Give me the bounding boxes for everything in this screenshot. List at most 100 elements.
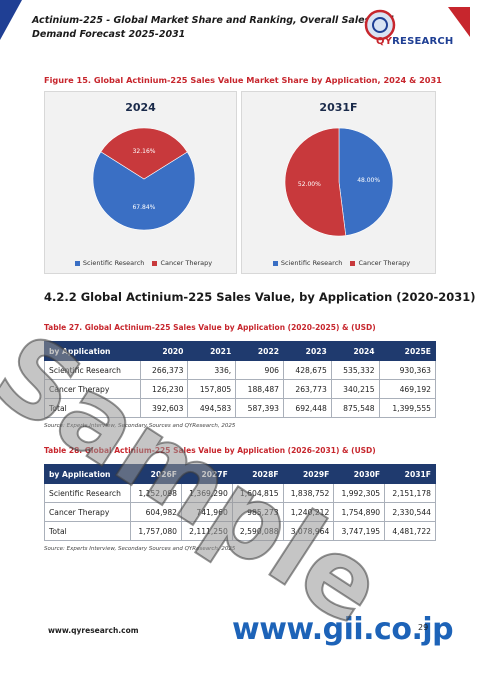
table-row: Total 1,757,080 2,111,250 2,590,088 3,078,96… [43, 521, 436, 541]
pie-title-2031: 2031F [319, 101, 358, 114]
pie-panel-2031: 2031F 48.00% 52.00% Scientific Research C… [241, 91, 436, 274]
table-row: Total 392,603 494,583 587,393 692,448 875,548… [44, 398, 437, 418]
pie-slice-scientific-research [338, 127, 394, 236]
logo-text: QYRESEARCH [376, 36, 453, 47]
table-cell: 1,992,305 [333, 483, 386, 503]
logo-text-prefix: QY [376, 36, 393, 47]
table-row: Scientific Research 1,152,098 1,369,290 1,6… [43, 483, 436, 503]
pie-legend-2024: Scientific Research Cancer Therapy [45, 259, 236, 267]
table-cell: 604,982 [130, 502, 182, 522]
legend-label-scientific: Scientific Research [280, 259, 343, 267]
table-cell: 1,399,555 [378, 398, 437, 418]
table28: by Application 2026F 2027F 2028F 2029F 2030F 2… [43, 464, 436, 541]
row-label: Scientific Research [43, 483, 132, 503]
pie-data-label: 48.00% [357, 177, 380, 184]
table-cell: 4,481,722 [384, 521, 436, 541]
column-header: 2027F [181, 464, 233, 484]
table-cell: 1,152,098 [130, 483, 182, 503]
table-cell: 2,330,544 [384, 502, 436, 522]
gii-watermark: www.gii.co.jp [232, 612, 454, 647]
column-header: 2031F [384, 464, 436, 484]
table-cell: 692,448 [283, 398, 332, 418]
table-cell: 266,373 [139, 360, 189, 380]
table-cell: 3,078,964 [282, 521, 335, 541]
table-cell: 2,151,178 [384, 483, 436, 503]
table-cell: 2,111,250 [181, 521, 233, 541]
footer-website[interactable]: www.qyresearch.com [48, 626, 139, 635]
table-row: Cancer Therapy 604,982 741,960 985,273 1,240… [43, 502, 436, 522]
pie-chart-2031: 48.00% 52.00% [284, 127, 394, 237]
pie-data-label: 32.16% [133, 148, 156, 155]
table-cell: 1,604,815 [231, 483, 284, 503]
pie-slice-cancer-therapy [100, 127, 188, 180]
table-cell: 188,487 [235, 379, 285, 399]
column-header: 2022 [235, 341, 285, 361]
table-row: Scientific Research 266,373 336, 906 428,675… [44, 360, 437, 380]
column-header: 2023 [283, 341, 332, 361]
pie-data-label: 52.00% [298, 181, 321, 188]
legend-label-scientific: Scientific Research [82, 259, 145, 267]
table-cell: 1,754,890 [333, 502, 386, 522]
column-header: 2030F [333, 464, 386, 484]
pie-title-2024: 2024 [125, 101, 156, 114]
document-title: Actinium-225 - Global Market Share and R… [32, 14, 394, 42]
logo-text-suffix: RESEARCH [392, 36, 454, 47]
table-cell: 157,805 [187, 379, 237, 399]
column-header: 2026F [130, 464, 182, 484]
column-header: 2021 [187, 341, 237, 361]
legend-swatch-cancer [152, 260, 158, 266]
table-cell: 469,192 [378, 379, 437, 399]
row-label: Total [43, 521, 132, 541]
column-header: 2025E [378, 341, 437, 361]
table-cell: 906 [235, 360, 285, 380]
page-number: 29 [418, 623, 429, 632]
legend-swatch-cancer [350, 260, 356, 266]
pie-chart-2024: 67.84% 32.16% [92, 127, 196, 231]
legend-swatch-scientific [74, 260, 80, 266]
row-label: Scientific Research [44, 360, 141, 380]
table-cell: 2,590,088 [231, 521, 284, 541]
table27-source: Source: Experts Interview, Secondary Sou… [44, 423, 236, 429]
table-cell: 428,675 [283, 360, 332, 380]
column-header: 2028F [231, 464, 284, 484]
table27: by Application 2020 2021 2022 2023 2024 2025E S… [44, 341, 437, 418]
column-header: by Application [44, 341, 141, 361]
title-line-1: Actinium-225 - Global Market Share and R… [32, 15, 394, 26]
figure-caption: Figure 15. Global Actinium-225 Sales Val… [44, 75, 442, 85]
table-cell: 336, [187, 360, 237, 380]
table-cell: 126,230 [139, 379, 189, 399]
table28-caption: Table 28. Global Actinium-225 Sales Valu… [44, 446, 376, 455]
legend-label-cancer: Cancer Therapy [160, 259, 213, 267]
pie-legend-2031: Scientific Research Cancer Therapy [242, 259, 435, 267]
column-header: 2029F [282, 464, 335, 484]
qyresearch-logo [364, 7, 470, 41]
table28-source: Source: Experts Interview, Secondary Sou… [44, 546, 236, 552]
column-header: 2024 [330, 341, 380, 361]
table-cell: 587,393 [235, 398, 285, 418]
table-cell: 1,369,290 [181, 483, 233, 503]
corner-accent [0, 0, 22, 40]
title-line-2: Demand Forecast 2025-2031 [32, 29, 186, 40]
table-cell: 875,548 [330, 398, 380, 418]
table-cell: 340,215 [330, 379, 380, 399]
table-cell: 1,838,752 [282, 483, 335, 503]
row-label: Cancer Therapy [44, 379, 141, 399]
table-cell: 3,747,195 [333, 521, 386, 541]
table-cell: 392,603 [139, 398, 189, 418]
row-label: Cancer Therapy [43, 502, 132, 522]
table-cell: 535,332 [330, 360, 380, 380]
table-cell: 263,773 [283, 379, 332, 399]
pie-slice-cancer-therapy [284, 127, 347, 237]
legend-swatch-scientific [272, 260, 278, 266]
table27-caption: Table 27. Global Actinium-225 Sales Valu… [44, 323, 376, 332]
column-header: by Application [43, 464, 132, 484]
pie-data-label: 67.84% [132, 204, 155, 211]
pie-slice-scientific-research [92, 151, 196, 231]
table-cell: 494,583 [187, 398, 237, 418]
section-heading: 4.2.2 Global Actinium-225 Sales Value, b… [44, 290, 476, 304]
legend-label-cancer: Cancer Therapy [358, 259, 411, 267]
column-header: 2020 [139, 341, 189, 361]
table-cell: 1,757,080 [130, 521, 182, 541]
table-cell: 985,273 [231, 502, 284, 522]
table-cell: 930,363 [378, 360, 437, 380]
